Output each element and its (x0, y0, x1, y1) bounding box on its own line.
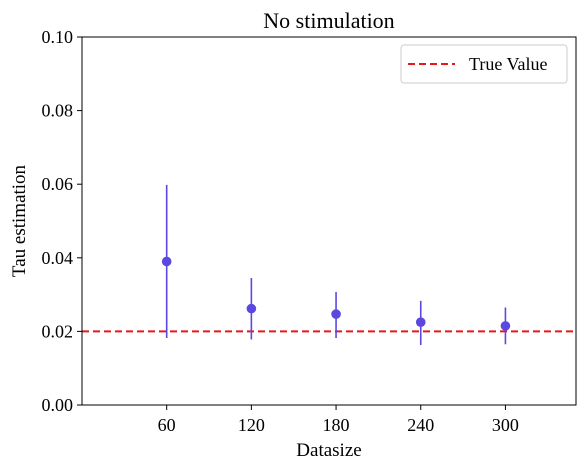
y-axis-label: Tau estimation (9, 164, 30, 277)
legend: True Value (400, 44, 568, 84)
y-axis: 0.00 0.02 0.04 0.06 0.08 0.10 (42, 27, 82, 415)
x-tick-label: 120 (238, 415, 265, 435)
x-axis: 60 120 180 240 300 (158, 405, 519, 435)
y-tick-label: 0.08 (42, 101, 74, 121)
chart-title: No stimulation (263, 8, 394, 33)
x-tick-label: 180 (323, 415, 350, 435)
points-layer (161, 184, 511, 346)
x-tick-label: 240 (407, 415, 434, 435)
data-point (246, 303, 257, 314)
data-point (415, 317, 426, 328)
x-axis-label: Datasize (296, 440, 361, 461)
legend-box (400, 44, 568, 84)
y-tick-label: 0.02 (42, 321, 74, 341)
y-tick-label: 0.10 (42, 27, 74, 47)
data-point (500, 321, 511, 331)
y-tick-label: 0.06 (42, 174, 74, 194)
data-point (331, 309, 341, 319)
legend-label-true-value: True Value (469, 54, 548, 74)
plot-frame (81, 36, 577, 406)
y-tick-label: 0.00 (42, 395, 74, 415)
y-tick-label: 0.04 (42, 248, 74, 268)
x-tick-label: 60 (158, 415, 176, 435)
data-point (161, 256, 172, 267)
x-tick-label: 300 (492, 415, 519, 435)
